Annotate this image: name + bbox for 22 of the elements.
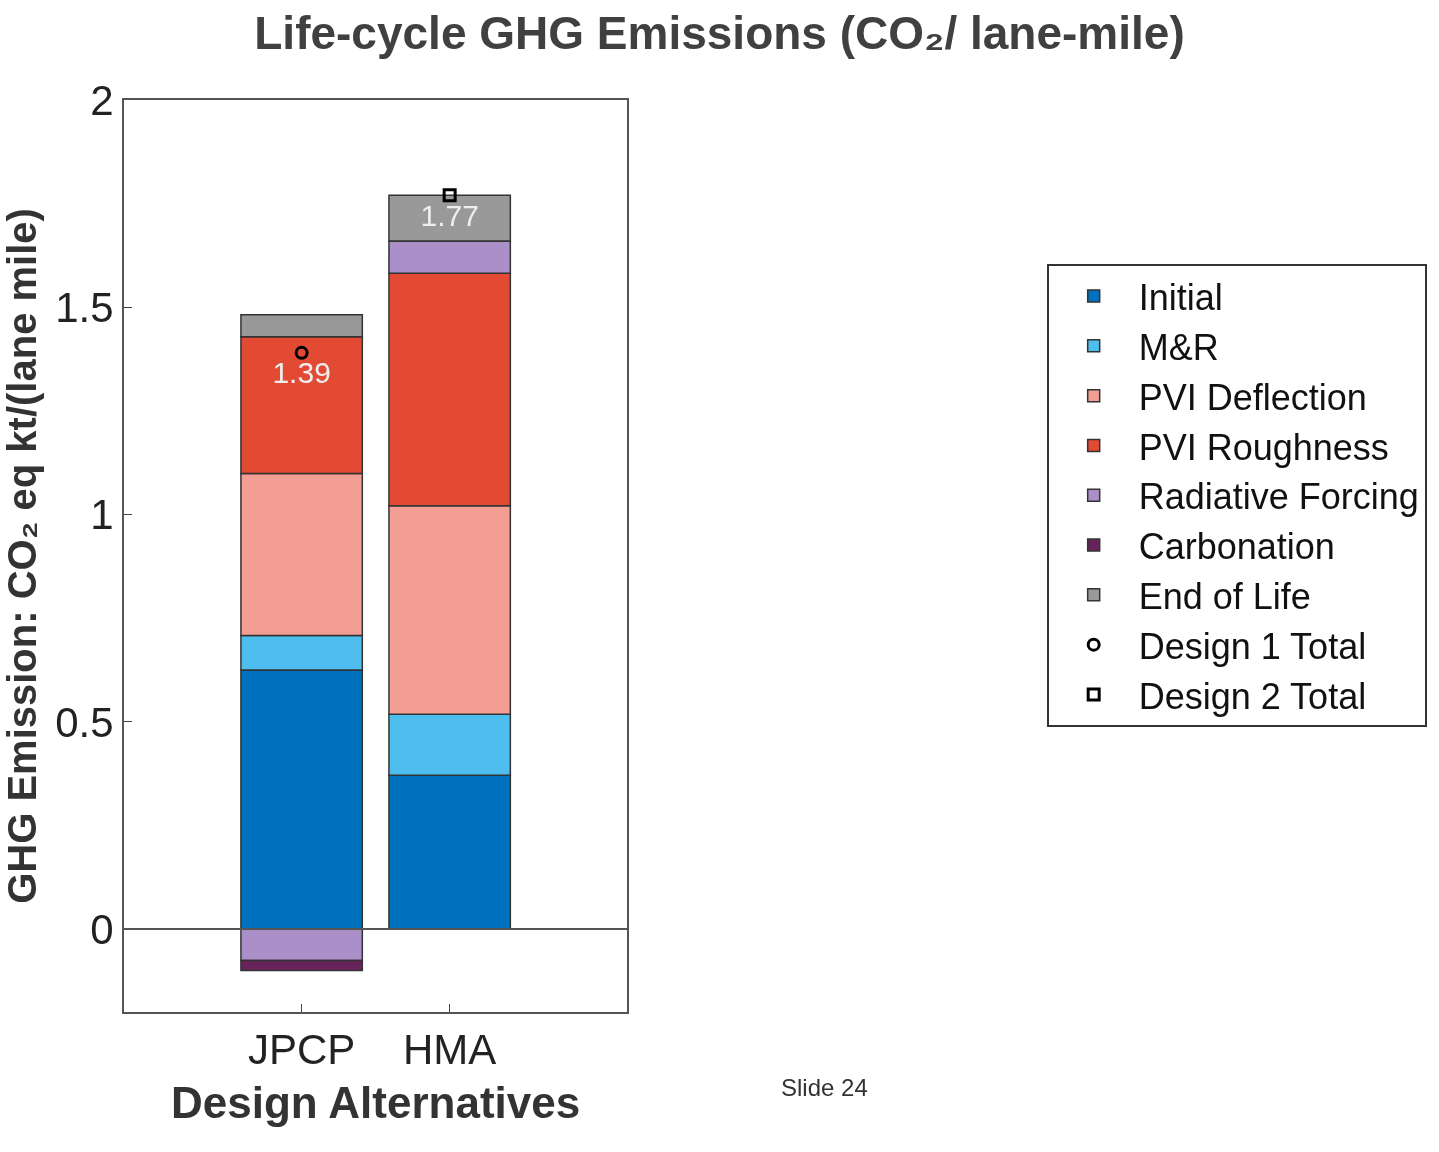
data-label: 1.77 xyxy=(420,198,479,232)
legend-label: Radiative Forcing xyxy=(1138,476,1419,518)
legend-label: Design 2 Total xyxy=(1138,675,1367,717)
data-label: 1.39 xyxy=(272,356,331,390)
y-tick-label: 0.5 xyxy=(55,698,114,746)
legend-label: Carbonation xyxy=(1138,526,1335,568)
y-axis-title: GHG Emission: CO₂ eq kt/(lane mile) xyxy=(0,208,44,904)
legend-label: PVI Deflection xyxy=(1138,376,1367,418)
legend-label: Design 1 Total xyxy=(1138,625,1367,667)
legend-label: End of Life xyxy=(1138,575,1311,617)
x-tick-label: HMA xyxy=(402,1026,497,1074)
y-tick-label: 2 xyxy=(90,76,114,124)
y-tick-label: 1 xyxy=(90,491,114,539)
legend-label: PVI Roughness xyxy=(1138,426,1389,468)
y-tick-label: 1.5 xyxy=(55,283,114,331)
x-axis-title: Design Alternatives xyxy=(171,1078,581,1128)
text: Slide 24 xyxy=(781,1074,868,1101)
chart-title: Life-cycle GHG Emissions (CO₂/ lane-mile) xyxy=(254,7,1185,60)
x-tick-label: JPCP xyxy=(247,1026,356,1074)
legend-label: Initial xyxy=(1138,277,1223,319)
y-tick-label: 0 xyxy=(90,905,114,953)
legend-label: M&R xyxy=(1138,326,1219,368)
